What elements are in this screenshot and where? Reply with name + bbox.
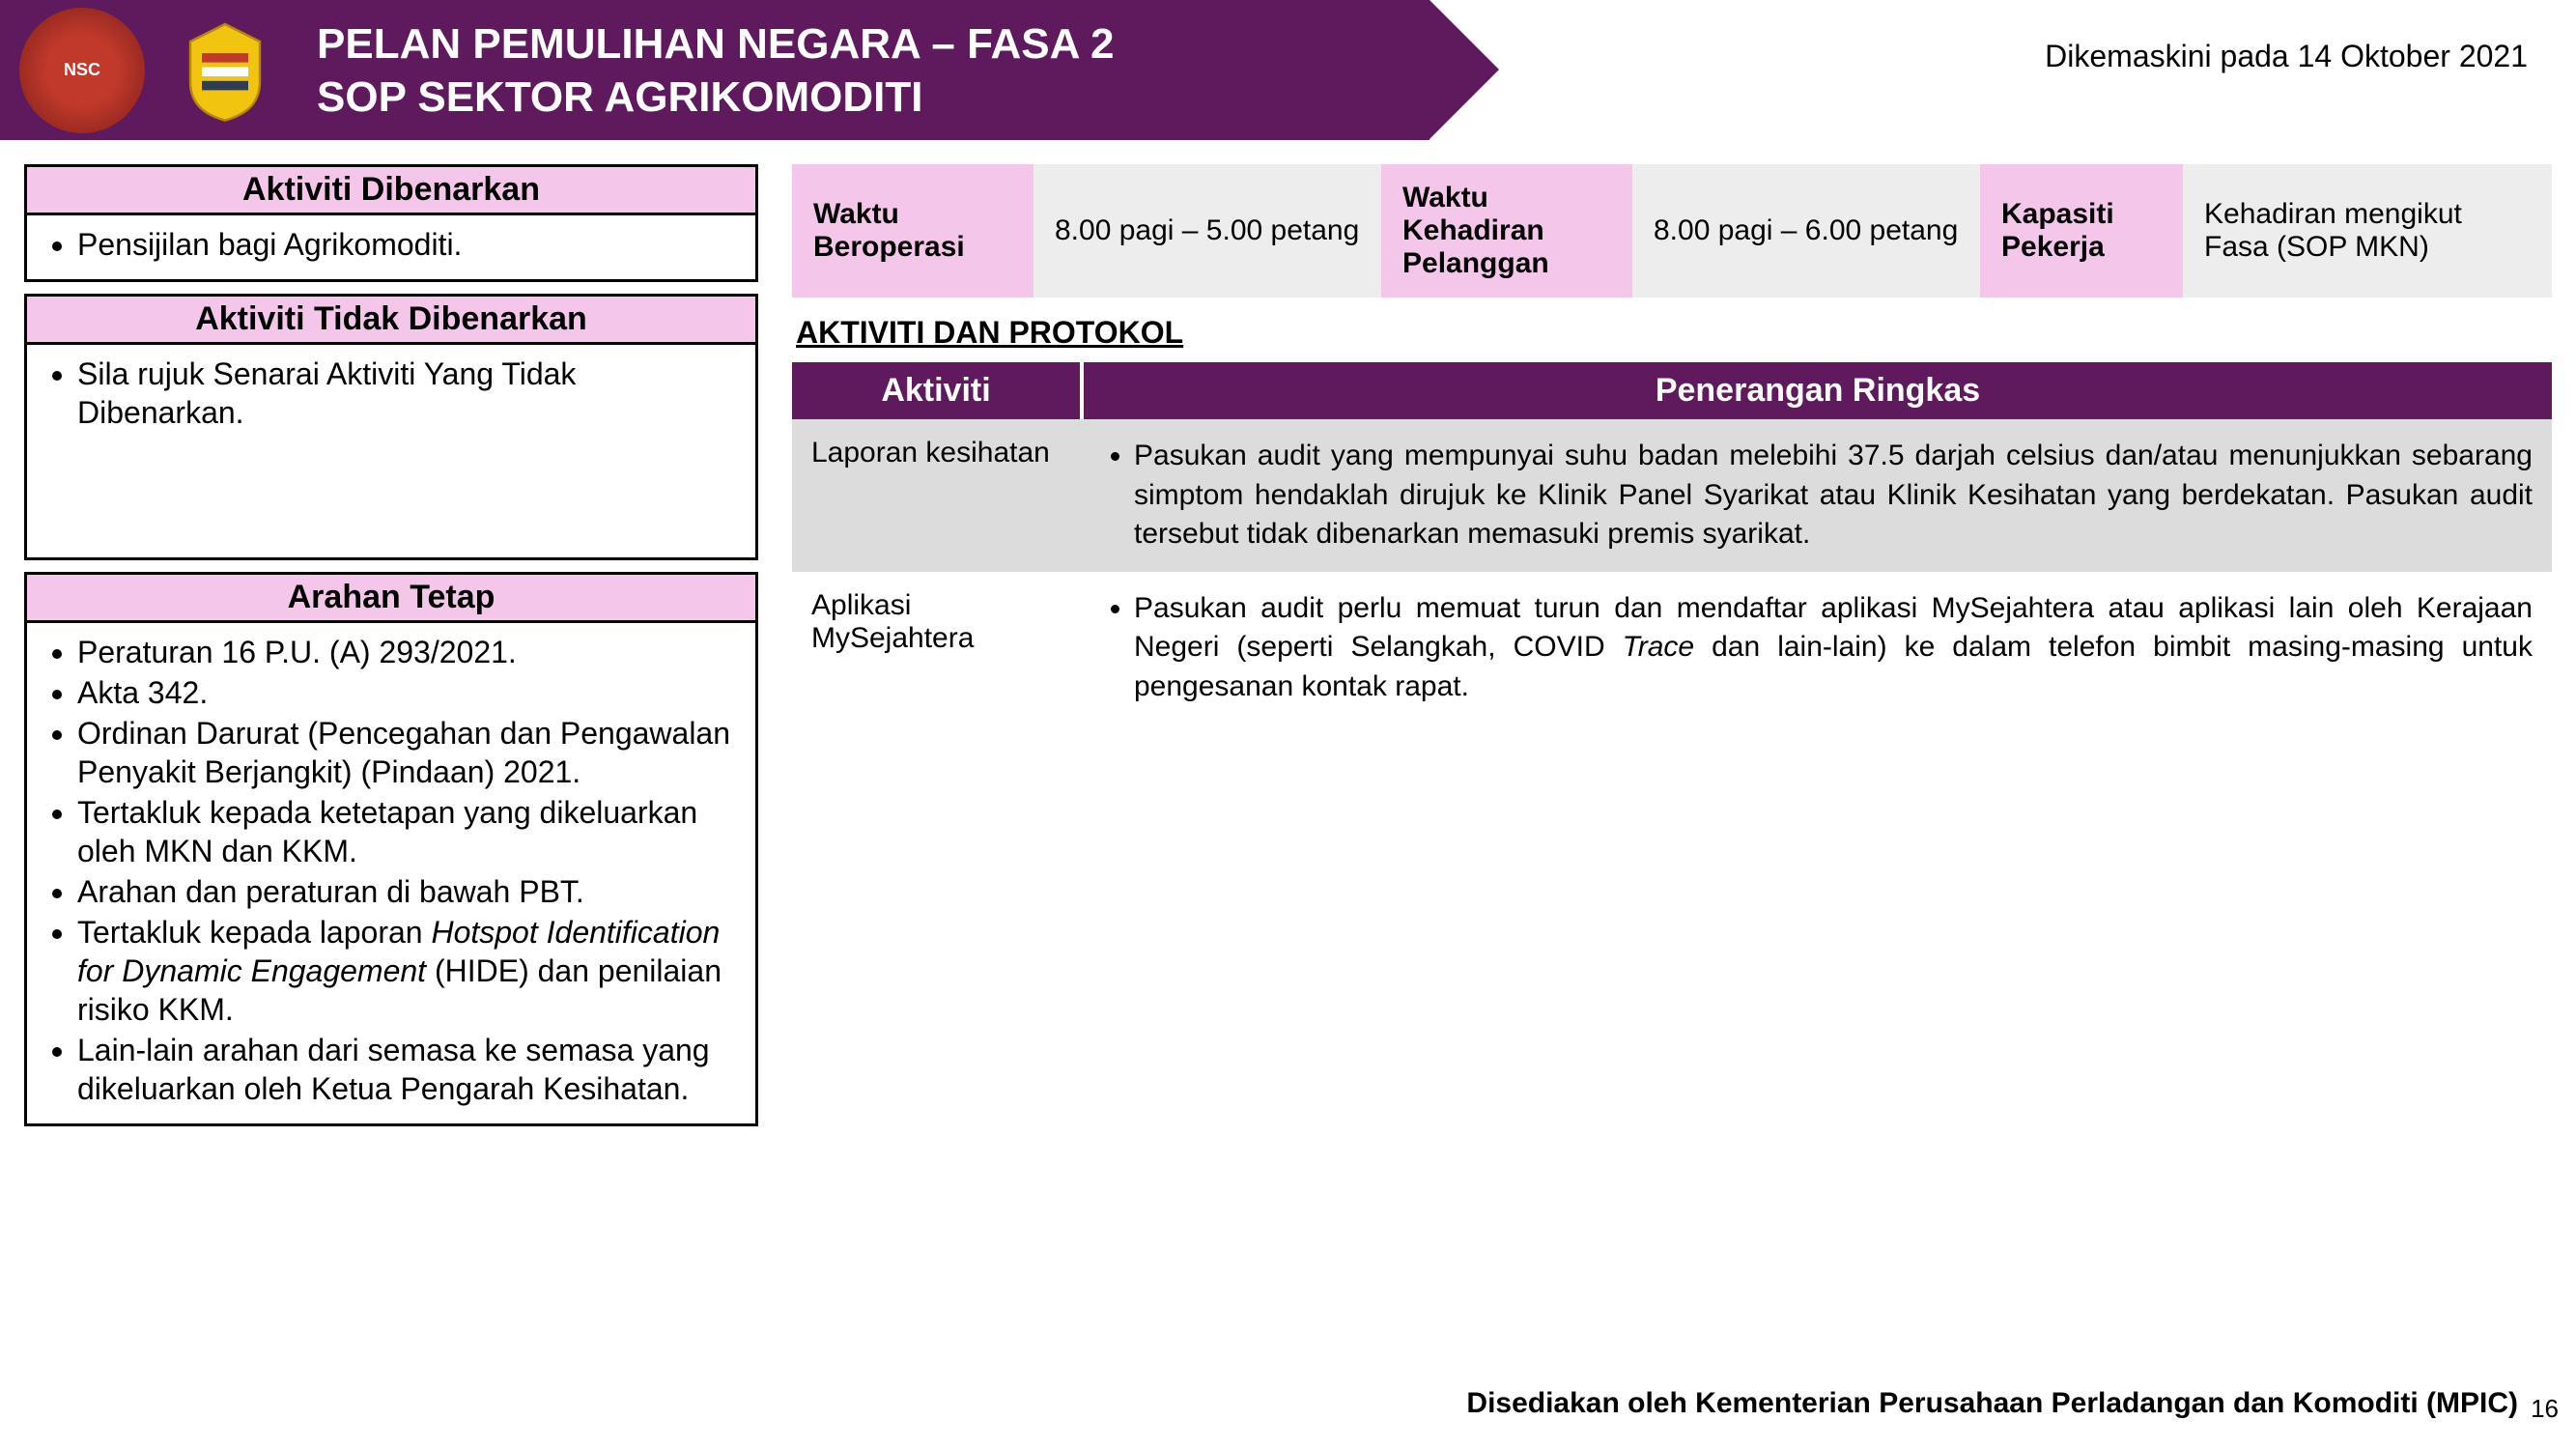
info-strip: Waktu Beroperasi 8.00 pagi – 5.00 petang…	[792, 164, 2552, 298]
info-label-1: Waktu Beroperasi	[792, 164, 1033, 298]
table-row: Laporan kesihatan Pasukan audit yang memp…	[792, 419, 2552, 572]
list-item: Pasukan audit yang mempunyai suhu badan …	[1134, 437, 2533, 554]
content-area: Aktiviti Dibenarkan Pensijilan bagi Agri…	[0, 140, 2576, 1138]
standing-list: Peraturan 16 P.U. (A) 293/2021.Akta 342.…	[44, 633, 738, 1108]
title-line-2: SOP SEKTOR AGRIKOMODITI	[317, 71, 1115, 124]
not-allowed-title: Aktiviti Tidak Dibenarkan	[27, 297, 755, 345]
list-item: Pensijilan bagi Agrikomoditi.	[77, 225, 738, 264]
nsc-logo-icon: NSC	[19, 8, 145, 133]
banner-background: NSC PELAN PEMULIHAN NEGARA – FASA 2 SOP …	[0, 0, 1430, 140]
table-row: Aplikasi MySejahtera Pasukan audit perlu …	[792, 572, 2552, 724]
right-column: Waktu Beroperasi 8.00 pagi – 5.00 petang…	[792, 164, 2552, 1138]
list-item: Tertakluk kepada laporan Hotspot Identif…	[77, 913, 738, 1029]
list-item: Peraturan 16 P.U. (A) 293/2021.	[77, 633, 738, 671]
jata-negara-icon	[153, 8, 297, 133]
info-value-2: 8.00 pagi – 6.00 petang	[1632, 164, 1980, 298]
protocol-col-2: Penerangan Ringkas	[1082, 362, 2552, 419]
info-label-2: Waktu Kehadiran Pelanggan	[1381, 164, 1632, 298]
logo1-text: NSC	[64, 60, 100, 80]
list-item: Lain-lain arahan dari semasa ke semasa y…	[77, 1031, 738, 1108]
protocol-activity: Aplikasi MySejahtera	[792, 572, 1082, 724]
not-allowed-list: Sila rujuk Senarai Aktiviti Yang Tidak D…	[44, 355, 738, 432]
protocol-col-1: Aktiviti	[792, 362, 1082, 419]
standing-body: Peraturan 16 P.U. (A) 293/2021.Akta 342.…	[27, 623, 755, 1123]
list-item: Ordinan Darurat (Pencegahan dan Pengawal…	[77, 714, 738, 791]
list-item: Akta 342.	[77, 673, 738, 712]
header-banner: NSC PELAN PEMULIHAN NEGARA – FASA 2 SOP …	[0, 0, 2576, 140]
standing-title: Arahan Tetap	[27, 575, 755, 623]
protocol-body: Laporan kesihatan Pasukan audit yang memp…	[792, 419, 2552, 724]
list-item: Arahan dan peraturan di bawah PBT.	[77, 872, 738, 911]
list-item: Pasukan audit perlu memuat turun dan men…	[1134, 589, 2533, 707]
protocol-activity: Laporan kesihatan	[792, 419, 1082, 572]
title-block: PELAN PEMULIHAN NEGARA – FASA 2 SOP SEKT…	[317, 17, 1115, 124]
list-item: Tertakluk kepada ketetapan yang dikeluar…	[77, 793, 738, 870]
title-line-1: PELAN PEMULIHAN NEGARA – FASA 2	[317, 17, 1115, 71]
protocol-section-title: AKTIVITI DAN PROTOKOL	[796, 315, 2552, 351]
info-value-3: Kehadiran mengikut Fasa (SOP MKN)	[2183, 164, 2552, 298]
updated-date: Dikemaskini pada 14 Oktober 2021	[2045, 39, 2528, 74]
not-allowed-body: Sila rujuk Senarai Aktiviti Yang Tidak D…	[27, 345, 755, 557]
info-value-1: 8.00 pagi – 5.00 petang	[1033, 164, 1381, 298]
allowed-activities-box: Aktiviti Dibenarkan Pensijilan bagi Agri…	[24, 164, 758, 282]
standing-orders-box: Arahan Tetap Peraturan 16 P.U. (A) 293/2…	[24, 572, 758, 1126]
list-item: Sila rujuk Senarai Aktiviti Yang Tidak D…	[77, 355, 738, 432]
protocol-description: Pasukan audit perlu memuat turun dan men…	[1082, 572, 2552, 724]
page-number: 16	[2531, 1394, 2559, 1424]
allowed-title: Aktiviti Dibenarkan	[27, 167, 755, 215]
left-column: Aktiviti Dibenarkan Pensijilan bagi Agri…	[24, 164, 758, 1138]
allowed-list: Pensijilan bagi Agrikomoditi.	[44, 225, 738, 264]
footer-text: Disediakan oleh Kementerian Perusahaan P…	[1466, 1387, 2518, 1420]
protocol-table: Aktiviti Penerangan Ringkas Laporan kesi…	[792, 362, 2552, 724]
allowed-body: Pensijilan bagi Agrikomoditi.	[27, 215, 755, 279]
not-allowed-box: Aktiviti Tidak Dibenarkan Sila rujuk Sen…	[24, 294, 758, 560]
protocol-description: Pasukan audit yang mempunyai suhu badan …	[1082, 419, 2552, 572]
info-label-3: Kapasiti Pekerja	[1980, 164, 2183, 298]
